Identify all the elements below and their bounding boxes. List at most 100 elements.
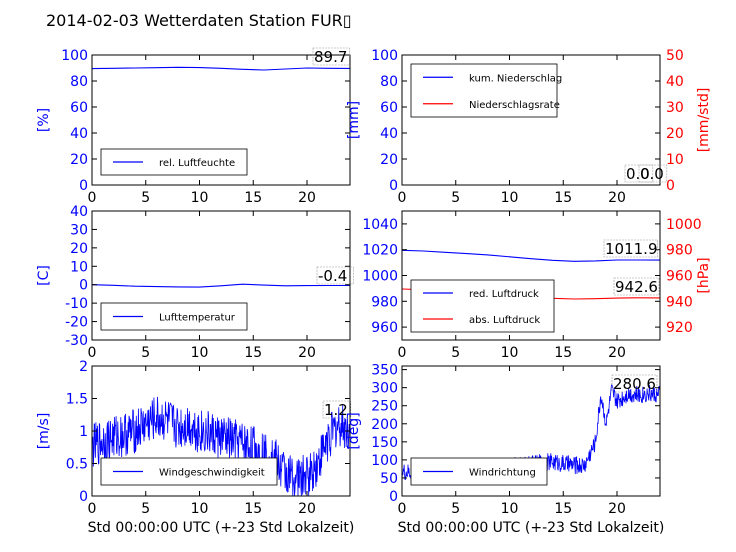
y-tick-label: 0 xyxy=(79,489,88,505)
y2-tick-label: 20 xyxy=(666,126,684,142)
x-tick-label: 15 xyxy=(244,190,262,206)
x-tick-label: 5 xyxy=(451,501,460,517)
y-tick-label: -10 xyxy=(65,296,88,312)
y-tick-label: 20 xyxy=(380,152,398,168)
y-tick-label: 300 xyxy=(371,381,398,397)
x-tick-label: 0 xyxy=(398,345,407,361)
y-tick-label: 1.5 xyxy=(66,392,88,408)
x-tick-label: 10 xyxy=(191,190,209,206)
y2-tick-label: 940 xyxy=(666,294,693,310)
y-tick-label: -30 xyxy=(65,333,88,349)
y-tick-label: 150 xyxy=(371,435,398,451)
x-tick-label: 15 xyxy=(554,345,572,361)
legend-label: rel. Luftfeuchte xyxy=(159,158,235,169)
series-line-humidity-0 xyxy=(91,66,351,71)
x-tick-label: 5 xyxy=(141,190,150,206)
y-tick-label: 60 xyxy=(70,100,88,116)
y-tick-label: 80 xyxy=(70,74,88,90)
y-tick-label: 0.5 xyxy=(66,457,88,473)
x-tick-label: 10 xyxy=(501,501,519,517)
panel-temperature: 0 5 10 15 20 -30 -20 -10 0 10 20 30 40 [C] Lufttempera… xyxy=(36,204,354,361)
x-tick-label: 10 xyxy=(501,190,519,206)
x-tick-label: 0 xyxy=(88,190,97,206)
y-tick-label: -20 xyxy=(65,315,88,331)
x-tick-label: 15 xyxy=(244,501,262,517)
y-tick-label: 10 xyxy=(70,259,88,275)
x-tick-label: 0 xyxy=(88,501,97,517)
value-label: 280.6 xyxy=(613,375,656,393)
x-tick-label: 5 xyxy=(141,501,150,517)
y2-axis-label: [hPa] xyxy=(696,257,712,293)
series-line-windspeed-0 xyxy=(91,396,351,497)
value-label-box xyxy=(638,164,668,183)
x-tick-label: 5 xyxy=(451,345,460,361)
value-label-box xyxy=(322,400,352,419)
y-tick-label: 960 xyxy=(371,320,398,336)
x-tick-label: 0 xyxy=(88,345,97,361)
y-tick-label: 0 xyxy=(389,489,398,505)
y-tick-label: 1040 xyxy=(362,217,398,233)
x-tick-label: 10 xyxy=(191,345,209,361)
y-tick-label: 0 xyxy=(79,278,88,294)
y2-tick-label: 920 xyxy=(666,320,693,336)
y-tick-label: 60 xyxy=(380,100,398,116)
panel-windspeed: 0 5 10 15 20 0 0.5 1 1.5 2 [m/s] Std 00:00:00 UTC (… xyxy=(36,359,354,536)
y2-axis-label: [mm/std] xyxy=(696,88,712,153)
x-tick-label: 0 xyxy=(398,501,407,517)
value-label: 942.6 xyxy=(615,278,658,296)
y-tick-label: 1 xyxy=(79,424,88,440)
legend-box xyxy=(410,279,555,333)
x-tick-label: 15 xyxy=(554,190,572,206)
y-tick-label: 0 xyxy=(389,178,398,194)
legend-label: Windrichtung xyxy=(469,468,536,479)
y2-tick-label: 50 xyxy=(666,48,684,64)
y-tick-label: 40 xyxy=(70,204,88,220)
x-tick-label: 20 xyxy=(298,345,316,361)
x-tick-label: 20 xyxy=(298,190,316,206)
y-tick-label: 2 xyxy=(79,359,88,375)
legend-box xyxy=(410,457,548,486)
y-axis-label: [deg] xyxy=(346,412,362,449)
x-tick-label: 15 xyxy=(244,345,262,361)
y2-tick-label: 1000 xyxy=(666,217,702,233)
y2-tick-label: 0 xyxy=(666,178,675,194)
plot-frame-precip xyxy=(401,54,661,186)
plot-frame-humidity xyxy=(91,54,351,186)
plot-frame-winddir xyxy=(401,365,661,497)
y2-tick-label: 980 xyxy=(666,243,693,259)
y-tick-label: 980 xyxy=(371,294,398,310)
y-tick-label: 200 xyxy=(371,417,398,433)
x-tick-label: 5 xyxy=(451,190,460,206)
series-line-temperature-0 xyxy=(91,283,350,288)
legend-label: abs. Luftdruck xyxy=(469,315,540,326)
x-tick-label: 20 xyxy=(608,501,626,517)
y-tick-label: 350 xyxy=(371,363,398,379)
figure-title: 2014-02-03 Wetterdaten Station FUR▯ xyxy=(46,11,352,30)
x-axis-label: Std 00:00:00 UTC (+-23 Std Lokalzeit) xyxy=(398,520,665,536)
value-label: -0.4 xyxy=(318,267,347,285)
y-axis-label: [C] xyxy=(36,265,52,286)
legend-label: Lufttemperatur xyxy=(159,313,236,324)
y-tick-label: 1020 xyxy=(362,243,398,259)
value-label: 89.7 xyxy=(314,48,347,66)
y-tick-label: 50 xyxy=(380,471,398,487)
y2-tick-label: 960 xyxy=(666,269,693,285)
x-tick-label: 5 xyxy=(141,345,150,361)
y-tick-label: 30 xyxy=(70,222,88,238)
x-tick-label: 10 xyxy=(191,501,209,517)
value-label: 0.0 xyxy=(626,165,650,183)
value-label-box xyxy=(312,47,350,66)
legend-label: red. Luftdruck xyxy=(469,289,539,300)
y-tick-label: 80 xyxy=(380,74,398,90)
y-axis-label: [mm] xyxy=(346,101,362,139)
y-axis-label: [m/s] xyxy=(36,413,52,450)
panel-precip: 0 5 10 15 20 0 20 40 60 80 100 0 10 20 30 40 50 [mm] [mm/s… xyxy=(346,48,712,206)
y2-tick-label: 10 xyxy=(666,152,684,168)
y-axis-label: [%] xyxy=(36,108,52,132)
x-tick-label: 20 xyxy=(608,345,626,361)
legend-label: Windgeschwindigkeit xyxy=(159,468,265,479)
y-tick-label: 100 xyxy=(371,453,398,469)
x-tick-label: 20 xyxy=(608,190,626,206)
y2-tick-label: 30 xyxy=(666,100,684,116)
